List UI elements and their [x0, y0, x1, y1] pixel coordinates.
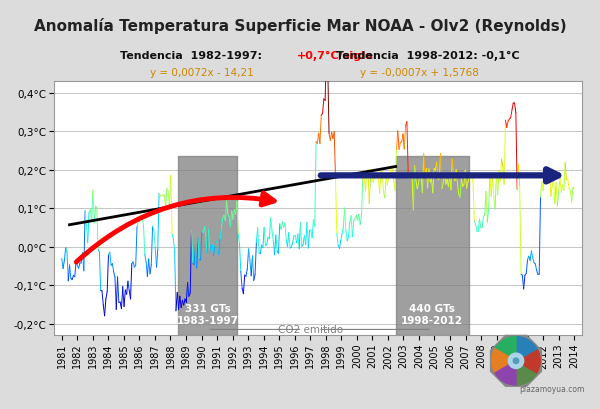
Text: 331 GTs
1983-1997: 331 GTs 1983-1997 [177, 303, 239, 325]
Text: +0,7°C/siglo: +0,7°C/siglo [297, 51, 373, 61]
Bar [178, 157, 237, 335]
Circle shape [508, 353, 524, 369]
Text: Tendencia  1982-1997:: Tendencia 1982-1997: [120, 51, 266, 61]
Polygon shape [491, 336, 541, 386]
Text: plazamoyua.com: plazamoyua.com [520, 384, 585, 393]
Bar [395, 157, 469, 335]
Polygon shape [516, 361, 537, 385]
Text: CO2 emitido: CO2 emitido [278, 325, 343, 335]
Polygon shape [495, 337, 516, 361]
Text: y = -0,0007x + 1,5768: y = -0,0007x + 1,5768 [360, 67, 479, 77]
Text: 440 GTs
1998-2012: 440 GTs 1998-2012 [401, 303, 463, 325]
Polygon shape [492, 349, 516, 373]
Circle shape [513, 358, 519, 364]
Polygon shape [495, 361, 516, 385]
Text: y = 0,0072x - 14,21: y = 0,0072x - 14,21 [150, 67, 254, 77]
Text: Anomalía Temperatura Superficie Mar NOAA - Olv2 (Reynolds): Anomalía Temperatura Superficie Mar NOAA… [34, 18, 566, 34]
Polygon shape [516, 349, 540, 373]
Polygon shape [516, 337, 537, 361]
Text: Tendencia  1998-2012: -0,1°C: Tendencia 1998-2012: -0,1°C [336, 51, 520, 61]
